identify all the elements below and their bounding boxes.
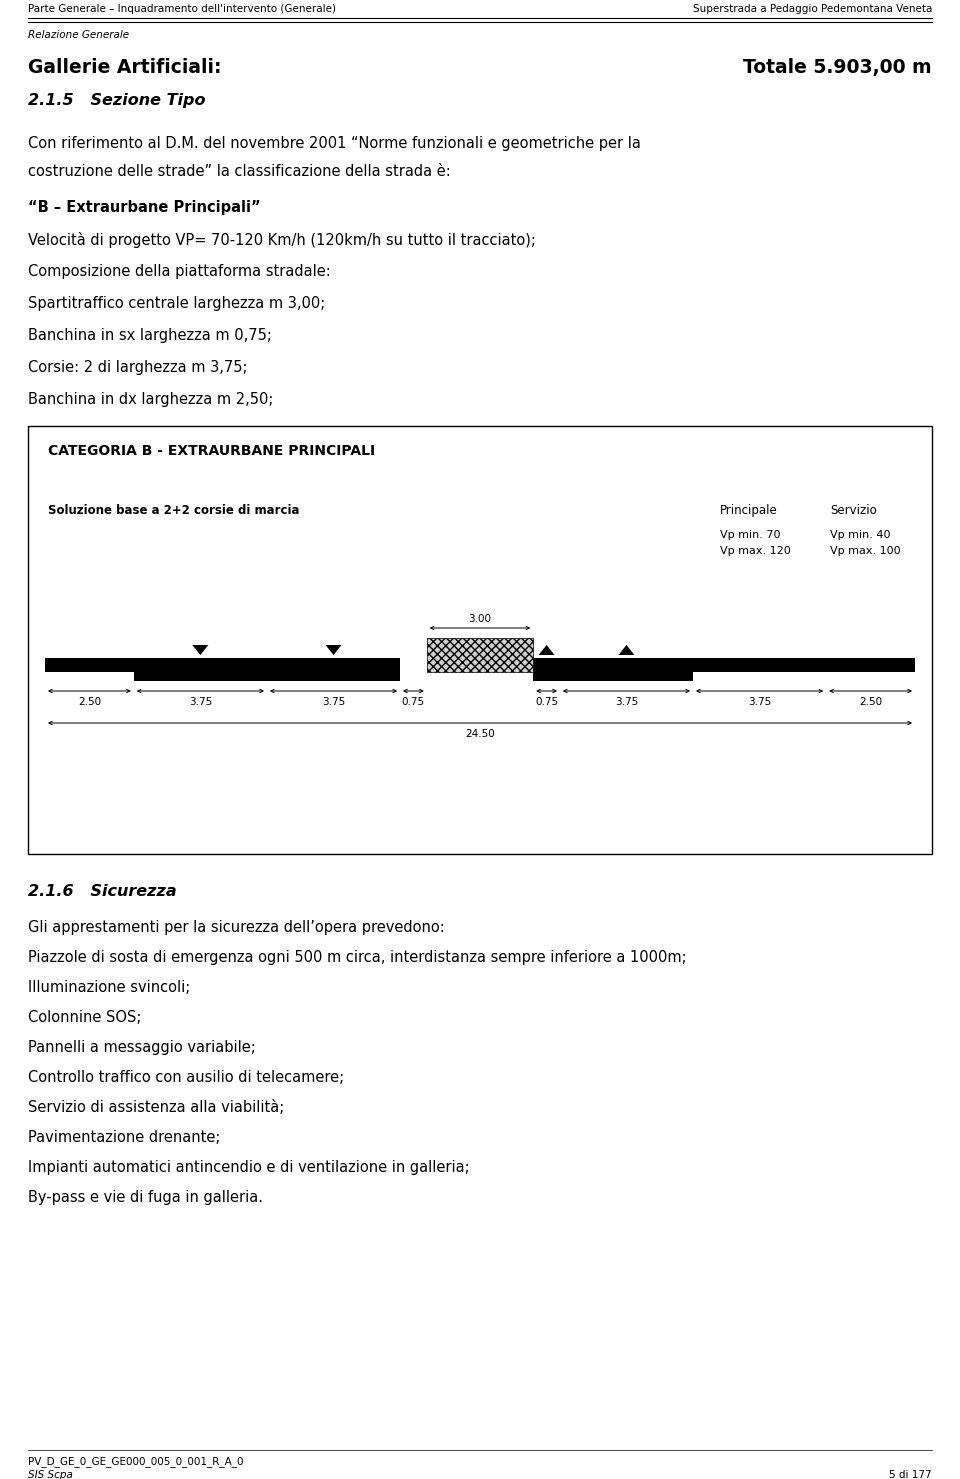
Text: Principale: Principale [720,504,778,518]
Text: Servizio di assistenza alla viabilità;: Servizio di assistenza alla viabilità; [28,1100,284,1115]
Text: Superstrada a Pedaggio Pedemontana Veneta: Superstrada a Pedaggio Pedemontana Venet… [692,4,932,13]
Text: 5 di 177: 5 di 177 [889,1470,932,1479]
Text: Con riferimento al D.M. del novembre 2001 “Norme funzionali e geometriche per la: Con riferimento al D.M. del novembre 200… [28,136,641,151]
Text: 3.00: 3.00 [468,614,492,624]
Text: Vp max. 120: Vp max. 120 [720,546,791,556]
Text: Gallerie Artificiali:: Gallerie Artificiali: [28,58,222,77]
Text: CATEGORIA B - EXTRAURBANE PRINCIPALI: CATEGORIA B - EXTRAURBANE PRINCIPALI [48,444,375,458]
Text: Piazzole di sosta di emergenza ogni 500 m circa, interdistanza sempre inferiore : Piazzole di sosta di emergenza ogni 500 … [28,950,686,964]
Text: Parte Generale – Inquadramento dell'intervento (Generale): Parte Generale – Inquadramento dell'inte… [28,4,336,13]
Text: Corsie: 2 di larghezza m 3,75;: Corsie: 2 di larghezza m 3,75; [28,359,248,376]
Text: Vp min. 40: Vp min. 40 [830,529,891,540]
Text: Relazione Generale: Relazione Generale [28,30,130,40]
Text: 24.50: 24.50 [466,729,494,740]
Text: Composizione della piattaforma stradale:: Composizione della piattaforma stradale: [28,263,331,280]
Text: 0.75: 0.75 [402,697,425,707]
Bar [533,671,693,680]
Bar [45,658,400,671]
Text: Banchina in dx larghezza m 2,50;: Banchina in dx larghezza m 2,50; [28,392,274,407]
Text: Soluzione base a 2+2 corsie di marcia: Soluzione base a 2+2 corsie di marcia [48,504,300,518]
Bar [427,637,533,671]
Text: 0.75: 0.75 [535,697,558,707]
Text: 2.50: 2.50 [859,697,882,707]
Text: 3.75: 3.75 [748,697,771,707]
Text: Gli apprestamenti per la sicurezza dell’opera prevedono:: Gli apprestamenti per la sicurezza dell’… [28,920,444,935]
Text: 3.75: 3.75 [189,697,212,707]
Text: 2.1.6   Sicurezza: 2.1.6 Sicurezza [28,884,177,899]
Text: 3.75: 3.75 [614,697,638,707]
Text: Spartitraffico centrale larghezza m 3,00;: Spartitraffico centrale larghezza m 3,00… [28,296,325,311]
Text: Pannelli a messaggio variabile;: Pannelli a messaggio variabile; [28,1040,255,1055]
Text: Vp max. 100: Vp max. 100 [830,546,900,556]
Text: “B – Extraurbane Principali”: “B – Extraurbane Principali” [28,200,260,214]
Text: PV_D_GE_0_GE_GE000_005_0_001_R_A_0: PV_D_GE_0_GE_GE000_005_0_001_R_A_0 [28,1455,244,1467]
Text: Totale 5.903,00 m: Totale 5.903,00 m [743,58,932,77]
Polygon shape [539,645,555,655]
Polygon shape [192,645,208,655]
Text: Illuminazione svincoli;: Illuminazione svincoli; [28,981,190,995]
Text: Vp min. 70: Vp min. 70 [720,529,780,540]
Text: Controllo traffico con ausilio di telecamere;: Controllo traffico con ausilio di teleca… [28,1069,344,1086]
Polygon shape [325,645,342,655]
Text: 2.50: 2.50 [78,697,101,707]
Bar [533,658,827,671]
Text: Servizio: Servizio [830,504,876,518]
Text: 2.1.5   Sezione Tipo: 2.1.5 Sezione Tipo [28,93,205,108]
Bar [827,658,915,671]
Text: SIS Scpa: SIS Scpa [28,1470,73,1479]
Text: costruzione delle strade” la classificazione della strada è:: costruzione delle strade” la classificaz… [28,164,451,179]
Bar [28,426,932,853]
Text: Velocità di progetto VP= 70-120 Km/h (120km/h su tutto il tracciato);: Velocità di progetto VP= 70-120 Km/h (12… [28,232,536,248]
Bar [133,671,400,680]
Text: Banchina in sx larghezza m 0,75;: Banchina in sx larghezza m 0,75; [28,328,272,343]
Text: 3.75: 3.75 [322,697,346,707]
Text: Pavimentazione drenante;: Pavimentazione drenante; [28,1130,221,1145]
Text: Impianti automatici antincendio e di ventilazione in galleria;: Impianti automatici antincendio e di ven… [28,1160,469,1174]
Polygon shape [618,645,635,655]
Text: Colonnine SOS;: Colonnine SOS; [28,1010,141,1025]
Text: By-pass e vie di fuga in galleria.: By-pass e vie di fuga in galleria. [28,1191,263,1205]
